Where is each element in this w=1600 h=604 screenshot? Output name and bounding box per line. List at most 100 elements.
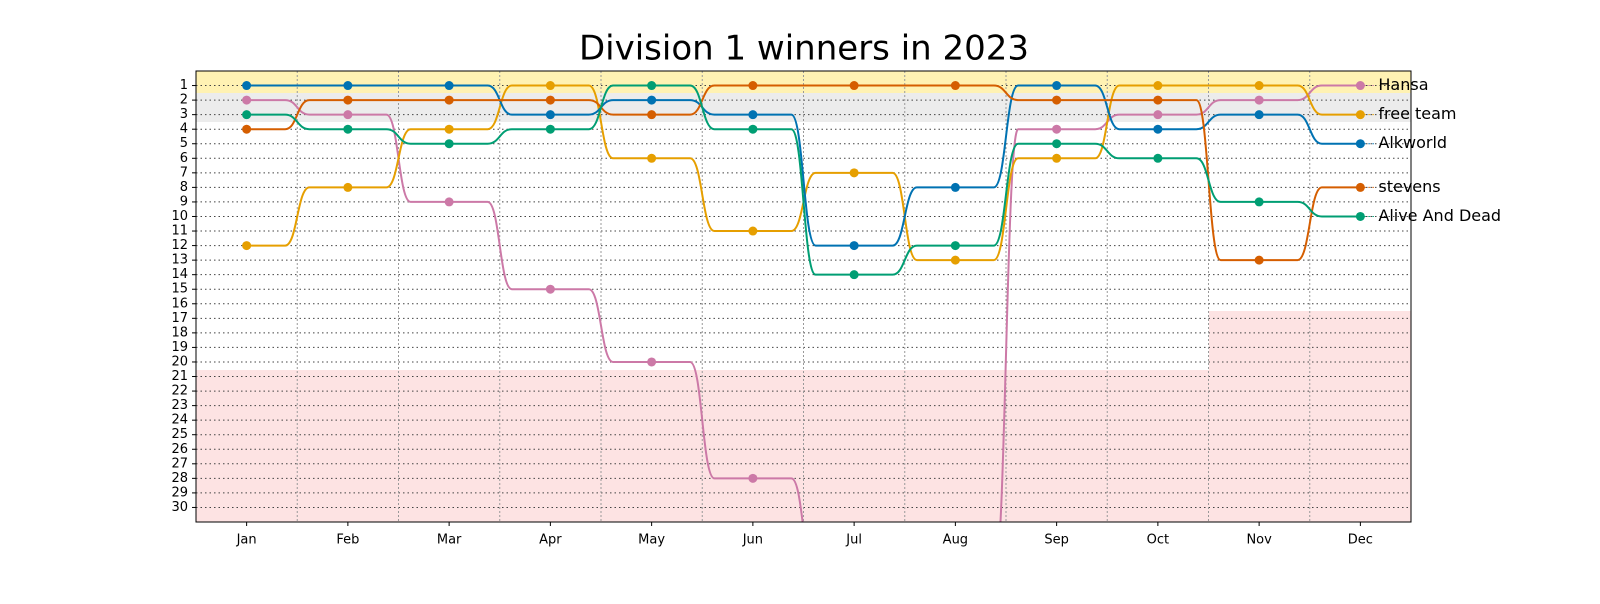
- marker: [343, 95, 353, 105]
- marker: [647, 110, 657, 120]
- x-tick-label: Jan: [236, 533, 257, 548]
- marker: [343, 81, 353, 91]
- y-tick-label: 19: [171, 340, 188, 355]
- marker: [242, 110, 252, 120]
- series-label: Alive And Dead: [1378, 206, 1501, 225]
- marker: [748, 226, 758, 236]
- x-tick-label: Sep: [1044, 533, 1069, 548]
- series-label: Hansa: [1378, 75, 1428, 94]
- marker: [748, 473, 758, 483]
- y-tick-label: 27: [171, 456, 188, 471]
- marker: [444, 81, 454, 91]
- marker: [242, 95, 252, 105]
- marker: [545, 81, 555, 91]
- y-tick-label: 24: [171, 413, 188, 428]
- y-tick-label: 30: [171, 500, 188, 515]
- marker: [1254, 95, 1264, 105]
- marker: [343, 110, 353, 120]
- y-tick-label: 10: [171, 209, 188, 224]
- champion-zone: [196, 71, 1411, 93]
- x-tick-label: Apr: [539, 533, 562, 548]
- x-tick-label: Jun: [742, 533, 763, 548]
- y-tick-label: 3: [180, 107, 188, 122]
- y-tick-label: 17: [171, 311, 188, 326]
- marker: [545, 124, 555, 134]
- x-tick-label: May: [638, 533, 665, 548]
- marker: [545, 110, 555, 120]
- y-tick-label: 26: [171, 442, 188, 457]
- marker: [1153, 124, 1163, 134]
- marker: [1254, 81, 1264, 91]
- marker: [545, 284, 555, 294]
- y-tick-label: 23: [171, 398, 188, 413]
- x-tick-label: Dec: [1348, 533, 1373, 548]
- y-tick-label: 29: [171, 485, 188, 500]
- marker: [850, 576, 859, 585]
- x-tick-label: Mar: [437, 533, 462, 548]
- marker: [1052, 139, 1062, 149]
- x-tick-label: Jul: [845, 533, 862, 548]
- x-tick-label: Feb: [336, 533, 359, 548]
- marker: [950, 81, 960, 91]
- marker: [444, 197, 454, 207]
- y-tick-label: 25: [171, 427, 188, 442]
- y-tick-label: 6: [180, 151, 188, 166]
- chart-title: Division 1 winners in 2023: [579, 29, 1029, 69]
- series-label: Alkworld: [1378, 133, 1447, 152]
- marker: [950, 182, 960, 192]
- labels: 1234567891011121314151617181920212223242…: [171, 75, 1501, 547]
- series-label: stevens: [1378, 177, 1440, 196]
- marker: [849, 241, 859, 251]
- marker: [748, 81, 758, 91]
- y-tick-label: 7: [180, 165, 188, 180]
- y-tick-label: 13: [171, 253, 188, 268]
- marker: [647, 357, 657, 367]
- marker: [242, 124, 252, 134]
- marker: [1254, 110, 1264, 120]
- marker: [849, 168, 859, 178]
- marker: [1052, 153, 1062, 163]
- y-tick-label: 21: [171, 369, 188, 384]
- marker: [748, 124, 758, 134]
- y-tick-label: 4: [180, 122, 188, 137]
- marker: [545, 95, 555, 105]
- marker: [1254, 197, 1264, 207]
- marker: [647, 81, 657, 91]
- marker: [647, 95, 657, 105]
- marker: [1052, 81, 1062, 91]
- marker: [1153, 95, 1163, 105]
- y-tick-label: 20: [171, 354, 188, 369]
- marker: [1153, 81, 1163, 91]
- marker: [343, 124, 353, 134]
- marker: [647, 153, 657, 163]
- y-tick-label: 12: [171, 238, 188, 253]
- y-tick-label: 8: [180, 180, 188, 195]
- y-tick-label: 11: [171, 224, 188, 239]
- marker: [849, 270, 859, 280]
- y-tick-label: 5: [180, 136, 188, 151]
- x-tick-label: Aug: [943, 533, 968, 548]
- marker: [343, 182, 353, 192]
- marker: [1153, 153, 1163, 163]
- x-tick-label: Oct: [1147, 533, 1169, 548]
- marker: [444, 139, 454, 149]
- marker: [1153, 110, 1163, 120]
- marker: [951, 576, 960, 585]
- marker: [748, 110, 758, 120]
- plot-frame: [195, 70, 1412, 523]
- marker: [1052, 95, 1062, 105]
- y-tick-label: 15: [171, 282, 188, 297]
- marker: [950, 241, 960, 251]
- y-tick-label: 1: [180, 78, 188, 93]
- series-label: free team: [1378, 104, 1456, 123]
- marker: [1052, 124, 1062, 134]
- line: [246, 84, 1361, 262]
- marker: [1254, 255, 1264, 265]
- y-tick-label: 9: [180, 194, 188, 209]
- y-tick-label: 2: [180, 93, 188, 108]
- y-tick-label: 22: [171, 384, 188, 399]
- marker: [242, 241, 252, 251]
- line: [246, 84, 1361, 276]
- marker: [950, 255, 960, 265]
